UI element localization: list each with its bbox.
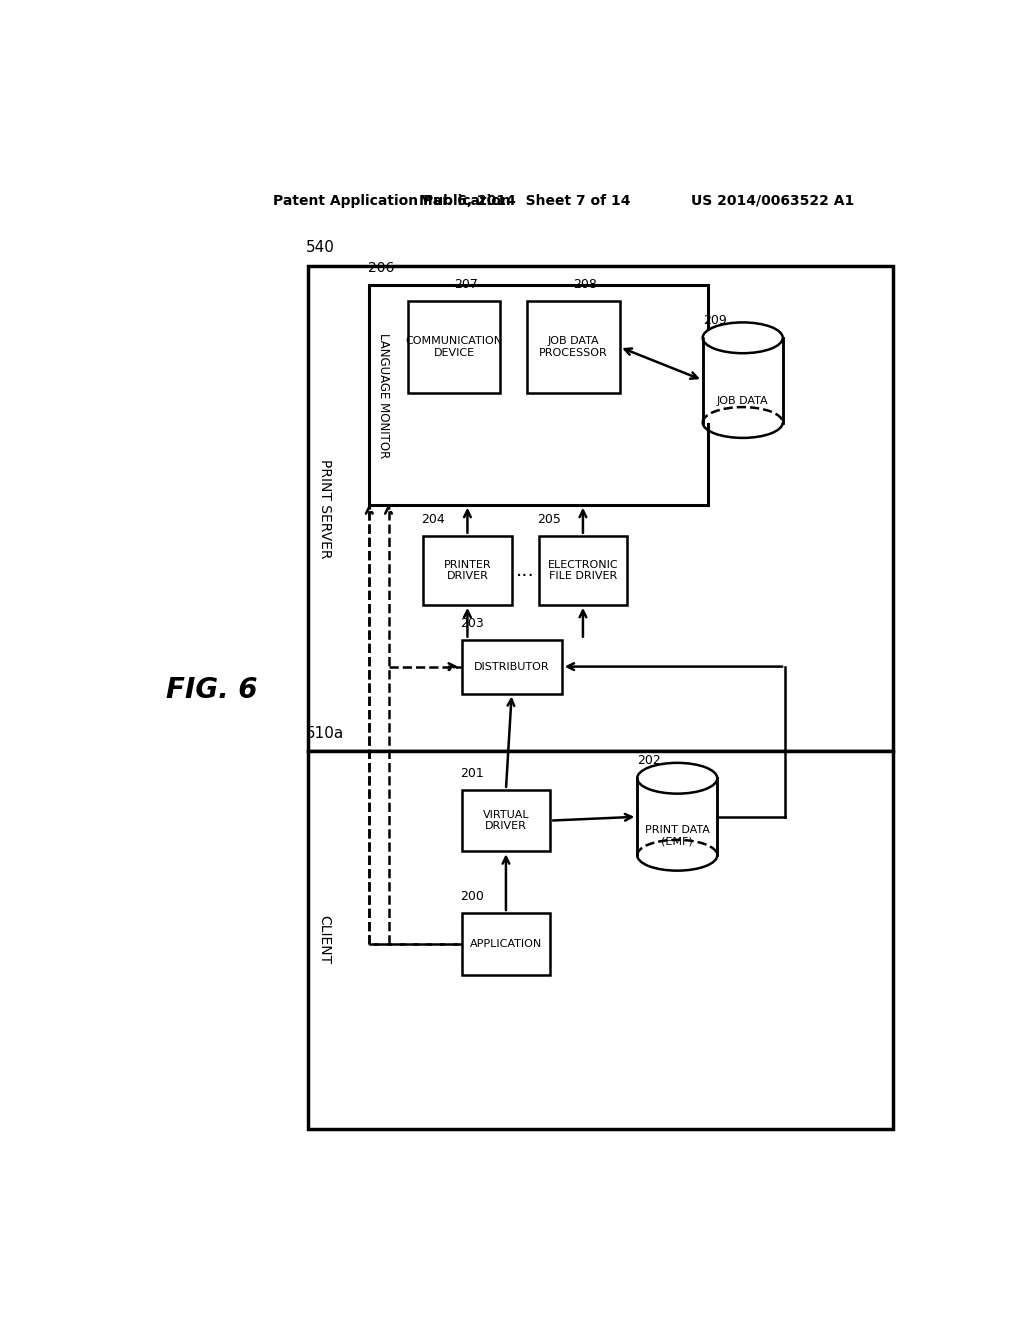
Text: 205: 205 [538,512,561,525]
Bar [539,536,628,605]
Text: 540: 540 [306,240,335,256]
Text: 201: 201 [460,767,484,780]
Bar [462,640,562,693]
Text: Patent Application Publication: Patent Application Publication [273,194,511,207]
Text: ELECTRONIC
FILE DRIVER: ELECTRONIC FILE DRIVER [548,560,618,581]
Text: Mar. 6, 2014  Sheet 7 of 14: Mar. 6, 2014 Sheet 7 of 14 [419,194,631,207]
Ellipse shape [702,322,782,354]
Bar [462,913,550,974]
Text: APPLICATION: APPLICATION [470,939,542,949]
Text: 200: 200 [460,890,484,903]
Text: 204: 204 [422,512,445,525]
Text: JOB DATA: JOB DATA [717,396,769,407]
Ellipse shape [637,763,717,793]
Text: FIG. 6: FIG. 6 [166,676,257,704]
Text: CLIENT: CLIENT [317,915,332,965]
Text: 208: 208 [573,277,597,290]
Text: US 2014/0063522 A1: US 2014/0063522 A1 [691,194,854,207]
Text: 207: 207 [454,277,478,290]
Text: VIRTUAL
DRIVER: VIRTUAL DRIVER [482,809,529,832]
Text: JOB DATA
PROCESSOR: JOB DATA PROCESSOR [539,337,607,358]
Text: PRINT DATA
(EMF): PRINT DATA (EMF) [645,825,710,847]
Text: DISTRIBUTOR: DISTRIBUTOR [474,661,550,672]
Text: COMMUNICATION
DEVICE: COMMUNICATION DEVICE [406,337,503,358]
Ellipse shape [637,763,717,793]
Text: ...: ... [516,561,535,579]
Ellipse shape [702,322,782,354]
Bar [307,751,893,1129]
Bar [408,301,500,393]
Text: 202: 202 [637,755,660,767]
Text: 209: 209 [702,314,726,327]
Bar [637,779,717,855]
Bar [462,789,550,851]
Text: LANGUAGE MONITOR: LANGUAGE MONITOR [377,333,389,458]
Bar [423,536,512,605]
Text: PRINT SERVER: PRINT SERVER [317,459,332,558]
Bar [527,301,620,393]
Bar [370,285,708,504]
Text: 206: 206 [368,261,394,276]
Text: 203: 203 [460,616,484,630]
Bar [702,338,782,422]
Text: PRINTER
DRIVER: PRINTER DRIVER [443,560,492,581]
Bar [307,267,893,751]
Text: 510a: 510a [306,726,344,741]
